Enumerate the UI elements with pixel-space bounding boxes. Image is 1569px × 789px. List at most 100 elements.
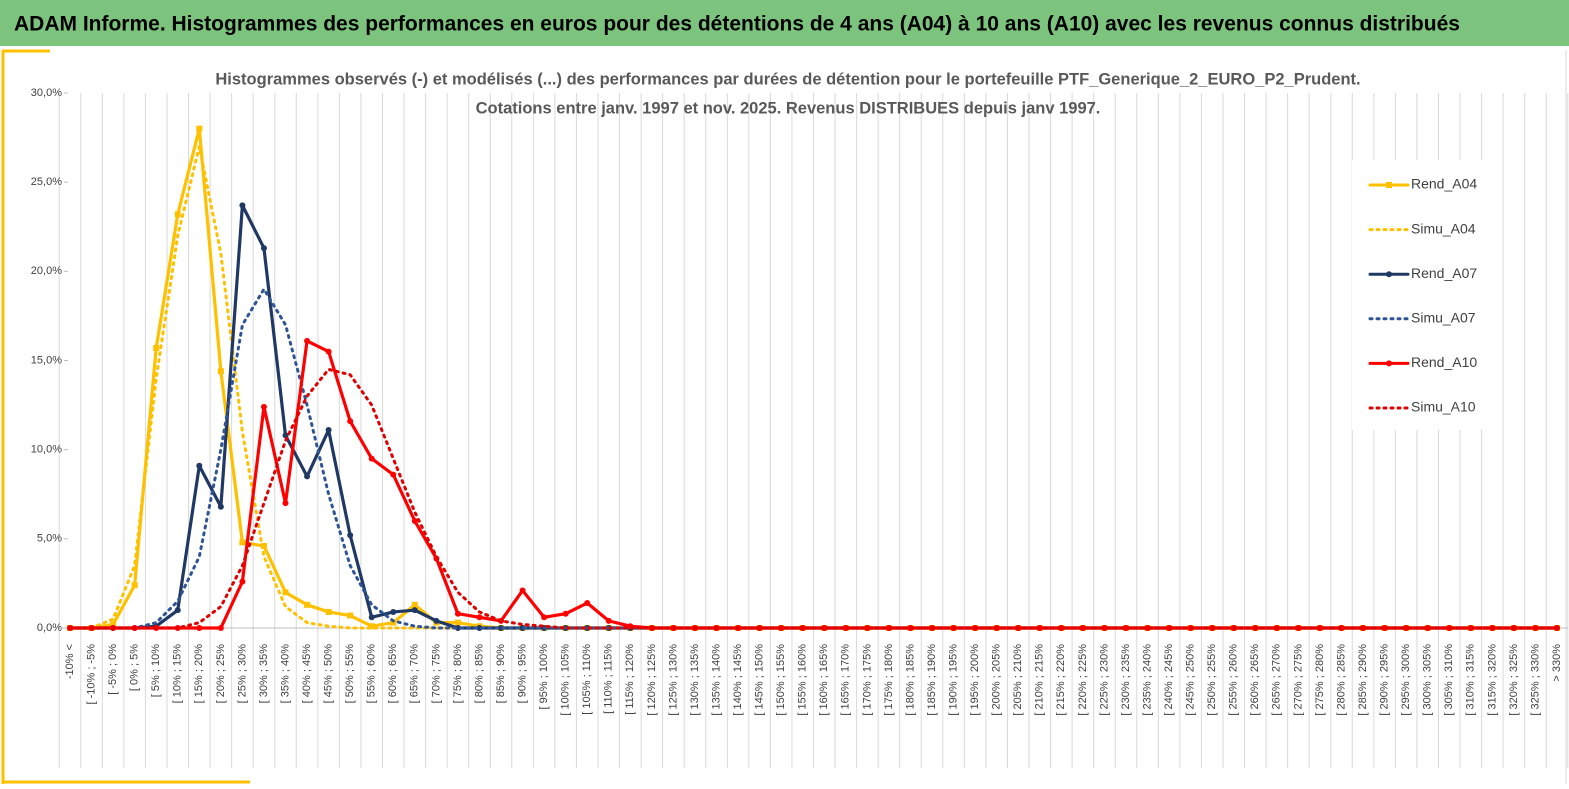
legend-marker (1386, 360, 1392, 367)
x-tick-label: [ 155% ; 160% (797, 644, 809, 716)
point-marker (304, 601, 311, 608)
x-tick-label: [ 220% ; 225% (1077, 644, 1089, 716)
x-tick-label: [ 75% ; 80% (452, 644, 464, 704)
x-tick-label: [ 175% ; 180% (883, 644, 895, 716)
x-tick-label: [ 145% ; 150% (754, 644, 766, 716)
point-marker (541, 614, 548, 621)
point-marker (153, 345, 160, 352)
x-tick-label: [ 80% ; 85% (473, 644, 485, 704)
y-tick-label: 5,0% (37, 533, 62, 545)
point-marker (476, 625, 483, 631)
x-tick-label: [ 260% ; 265% (1249, 644, 1261, 716)
y-tick-label: 30,0% (31, 87, 62, 99)
x-tick-label: [ 245% ; 250% (1185, 644, 1197, 716)
point-marker (260, 245, 267, 252)
x-tick-label: > 330% (1551, 644, 1563, 682)
x-tick-label: [ 235% ; 240% (1141, 644, 1153, 716)
x-tick-label: [ 130% ; 135% (689, 644, 701, 716)
point-marker (1144, 625, 1151, 631)
header-bar (0, 0, 1569, 46)
x-tick-label: [ 305% ; 310% (1443, 644, 1455, 716)
x-tick-label: [ 0% ; 5% (129, 644, 141, 691)
x-tick-label: [ 50% ; 55% (344, 644, 356, 704)
point-marker (260, 542, 267, 549)
x-tick-label: [ 165% ; 170% (840, 644, 852, 716)
x-tick-label: [ 20% ; 25% (215, 644, 227, 704)
x-tick-label: [ 280% ; 285% (1335, 644, 1347, 716)
point-marker (519, 587, 526, 594)
legend-label: Simu_A10 (1411, 399, 1476, 415)
x-tick-label: [ 60% ; 65% (387, 644, 399, 704)
point-marker (260, 403, 267, 410)
x-tick-label: [ 240% ; 245% (1163, 644, 1175, 716)
x-tick-label: [ 150% ; 155% (775, 644, 787, 716)
legend-label: Simu_A07 (1411, 310, 1476, 326)
x-tick-label: [ 170% ; 175% (861, 644, 873, 716)
y-tick-label: 0,0% (37, 622, 62, 634)
x-tick-label: [ 125% ; 130% (667, 644, 679, 716)
x-tick-label: [ 200% ; 205% (991, 644, 1003, 716)
point-marker (1403, 625, 1410, 631)
legend: Rend_A04 Simu_A04 Rend_A07 Simu_A07 Rend_A10… (1352, 160, 1502, 430)
header-title: ADAM Informe. Histogrammes des performan… (14, 13, 1460, 36)
x-tick-label: [ 85% ; 90% (495, 644, 507, 704)
point-marker (411, 607, 418, 614)
point-marker (174, 211, 181, 218)
x-tick-label: [ 100% ; 105% (560, 644, 572, 716)
x-tick-label: [ 300% ; 305% (1422, 644, 1434, 716)
y-tick-label: 20,0% (31, 265, 62, 277)
point-marker (433, 617, 440, 624)
series-line (68, 367, 1559, 630)
chart-subtitle: Cotations entre janv. 1997 et nov. 2025.… (476, 99, 1101, 117)
point-marker (476, 614, 483, 621)
point-marker (347, 612, 354, 619)
y-tick-label: 10,0% (31, 444, 62, 456)
point-marker (411, 601, 418, 608)
x-tick-label: [ 10% ; 15% (172, 644, 184, 704)
point-marker (282, 500, 289, 507)
plot: 0,0% 5,0% 10,0% 15,0% 20,0% 25,0% 30,0% -10% < [… (31, 87, 1569, 768)
point-marker (584, 600, 591, 607)
x-tick-label: [ 110% ; 115% (603, 644, 615, 714)
x-tick-label: [ 25% ; 30% (236, 644, 248, 704)
x-tick-label: [ 105% ; 110% (581, 644, 593, 715)
x-tick-label: [ 185% ; 190% (926, 644, 938, 716)
x-tick-label: [ 65% ; 70% (409, 644, 421, 704)
legend-marker (1386, 271, 1392, 278)
x-tick-label: [ 140% ; 145% (732, 644, 744, 716)
point-marker (239, 202, 246, 209)
x-tick-label: [ 310% ; 315% (1465, 644, 1477, 716)
x-tick-label: [ 135% ; 140% (710, 644, 722, 716)
point-marker (325, 608, 332, 615)
point-marker (368, 455, 375, 462)
y-tick-label: 25,0% (31, 176, 62, 188)
point-marker (325, 348, 332, 355)
point-marker (1101, 625, 1108, 631)
x-tick-label: [ 205% ; 210% (1012, 644, 1024, 716)
x-tick-label: [ 195% ; 200% (969, 644, 981, 716)
point-marker (1079, 625, 1086, 631)
point-marker (239, 578, 246, 585)
x-tick-label: [ 160% ; 165% (818, 644, 830, 716)
point-marker (605, 617, 612, 624)
legend-marker (1386, 182, 1392, 188)
point-marker (368, 614, 375, 621)
point-marker (1122, 625, 1129, 631)
x-tick-label: [ 30% ; 35% (258, 644, 270, 704)
legend-box (1352, 160, 1502, 430)
point-marker (131, 582, 138, 589)
x-tick-label: [ 230% ; 235% (1120, 644, 1132, 716)
x-tick-label: [ 55% ; 60% (366, 644, 378, 704)
x-tick-label: [ 290% ; 295% (1379, 644, 1391, 716)
x-tick-label: [ 265% ; 270% (1271, 644, 1283, 716)
point-marker (799, 625, 806, 631)
x-tick-label: [ -10% ; -5% (85, 644, 97, 705)
point-marker (217, 503, 224, 510)
point-marker (411, 518, 418, 524)
point-marker (217, 368, 224, 375)
point-marker (1381, 625, 1388, 631)
x-tick-label: [ 215% ; 220% (1055, 644, 1067, 716)
point-marker (454, 619, 461, 626)
x-tick-label: [ 115% ; 120% (624, 644, 636, 715)
legend-label: Rend_A07 (1411, 265, 1477, 281)
